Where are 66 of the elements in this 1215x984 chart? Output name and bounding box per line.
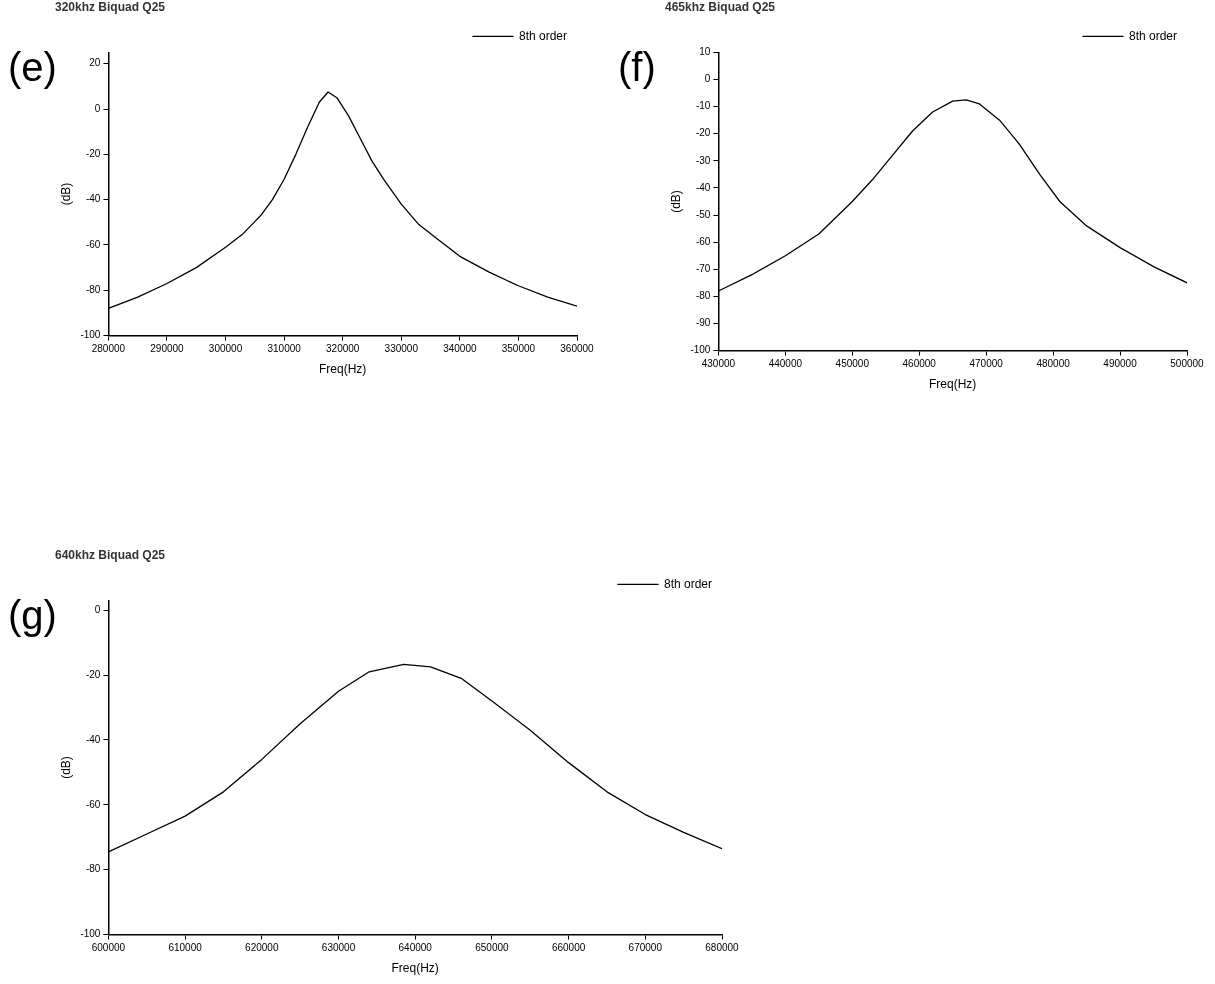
x-tick-label: 480000 xyxy=(1036,358,1071,370)
y-tick-label: 20 xyxy=(89,57,101,69)
x-tick-label: 610000 xyxy=(168,942,203,954)
chart-title: 320khz Biquad Q25 xyxy=(55,0,166,14)
y-tick-label: 0 xyxy=(94,102,101,114)
y-tick-label: -100 xyxy=(690,344,711,356)
y-tick-label: -90 xyxy=(695,317,711,329)
x-tick-label: 490000 xyxy=(1103,358,1138,370)
x-tick-label: 350000 xyxy=(501,343,536,355)
y-tick-label: -60 xyxy=(695,235,711,247)
x-tick-label: 630000 xyxy=(321,942,356,954)
x-tick-label: 310000 xyxy=(267,343,302,355)
text: (g) xyxy=(8,593,57,638)
chart-title: 465khz Biquad Q25 xyxy=(665,0,776,14)
text: (f) xyxy=(618,45,656,90)
y-tick-label: 0 xyxy=(94,603,101,615)
x-tick-label: 450000 xyxy=(835,358,870,370)
x-axis-title: Freq(Hz) xyxy=(929,377,977,392)
x-tick-label: 300000 xyxy=(208,343,243,355)
x-axis-title: Freq(Hz) xyxy=(319,362,367,377)
x-tick-label: 670000 xyxy=(628,942,663,954)
chart-title: 640khz Biquad Q25 xyxy=(55,547,166,562)
x-tick-label: 290000 xyxy=(150,343,185,355)
y-tick-label: -60 xyxy=(85,798,101,810)
y-axis-title: (dB) xyxy=(668,190,683,213)
y-tick-label: -100 xyxy=(80,928,101,940)
y-tick-label: -70 xyxy=(695,263,711,275)
x-tick-label: 600000 xyxy=(91,942,126,954)
legend-label: 8th order xyxy=(1128,28,1177,43)
y-tick-label: -80 xyxy=(85,284,101,296)
legend-label: 8th order xyxy=(518,28,567,43)
x-tick-label: 620000 xyxy=(245,942,279,954)
y-tick-label: -20 xyxy=(85,668,101,680)
x-tick-label: 430000 xyxy=(701,358,736,370)
y-tick-label: -60 xyxy=(85,238,101,250)
y-tick-label: -40 xyxy=(85,193,101,205)
y-tick-label: -80 xyxy=(695,290,711,302)
x-tick-label: 340000 xyxy=(443,343,477,355)
y-tick-label: -100 xyxy=(80,329,101,341)
x-tick-label: 640000 xyxy=(398,942,433,954)
y-tick-label: -40 xyxy=(695,181,711,193)
x-tick-label: 650000 xyxy=(475,942,510,954)
y-tick-label: -10 xyxy=(695,100,711,112)
x-tick-label: 440000 xyxy=(768,358,803,370)
y-tick-label: 0 xyxy=(704,73,711,85)
y-tick-label: -20 xyxy=(85,148,101,160)
y-tick-label: -30 xyxy=(695,154,711,166)
x-tick-label: 500000 xyxy=(1170,358,1205,370)
x-tick-label: 660000 xyxy=(551,942,586,954)
y-tick-label: -40 xyxy=(85,733,101,745)
x-axis-title: Freq(Hz) xyxy=(391,961,439,976)
legend-label: 8th order xyxy=(663,576,712,591)
x-tick-label: 330000 xyxy=(384,343,419,355)
y-axis-title: (dB) xyxy=(58,756,73,779)
x-tick-label: 470000 xyxy=(969,358,1004,370)
y-tick-label: 10 xyxy=(699,46,711,58)
y-tick-label: -80 xyxy=(85,863,101,875)
x-tick-label: 320000 xyxy=(326,343,360,355)
x-tick-label: 460000 xyxy=(902,358,937,370)
x-tick-label: 360000 xyxy=(560,343,595,355)
x-tick-label: 680000 xyxy=(705,942,740,954)
y-axis-title: (dB) xyxy=(58,182,73,206)
x-tick-label: 280000 xyxy=(91,343,126,355)
y-tick-label: -50 xyxy=(695,208,711,220)
y-tick-label: -20 xyxy=(695,127,711,139)
text: (e) xyxy=(8,45,57,90)
